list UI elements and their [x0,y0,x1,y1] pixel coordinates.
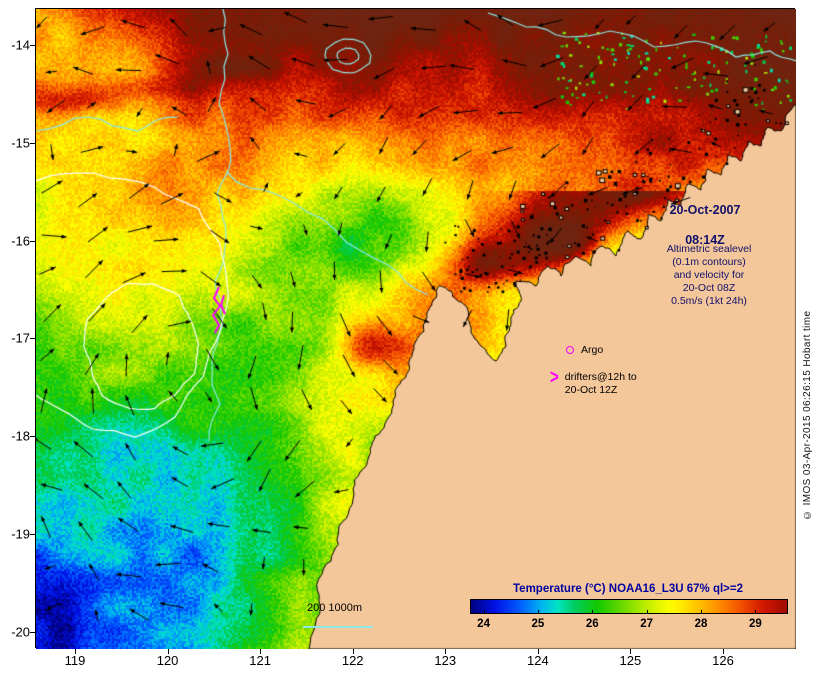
y-tick-mark [30,436,35,438]
colorbar-tick-mark [537,610,539,614]
colorbar-tick-mark [483,610,485,614]
x-tick-label: 121 [249,653,271,668]
isobath-legend-line-icon [303,626,373,628]
x-tick-label: 123 [434,653,457,668]
y-tick-label: -14 [11,37,30,53]
y-tick-mark [30,240,35,242]
colorbar-tick-mark [646,610,648,614]
drifter-marker-icon: > [550,366,559,389]
y-tick-mark [30,45,35,46]
x-tick-label: 122 [341,653,364,668]
argo-label: Argo [581,344,604,356]
x-tick-label: 126 [712,653,734,668]
x-tick-mark [260,649,262,654]
x-tick-label: 120 [156,653,179,668]
drifter-annotation: > drifters@12h to 20-Oct 12Z [550,366,637,397]
x-tick-mark [630,649,632,654]
colorbar-tick-label: 24 [477,618,490,630]
y-tick-label: -18 [11,428,30,444]
argo-float-icon [566,346,574,354]
altimetric-note: Altimetric sealevel (0.1m contours) and … [666,243,752,307]
drifter-label: drifters@12h to 20-Oct 12Z [564,371,637,396]
y-tick-label: -16 [11,233,30,249]
colorbar-gradient [470,599,788,614]
isobath-legend-label: 200 1000m [307,602,363,614]
colorbar-tick-mark [592,610,594,614]
colorbar-tick-label: 27 [640,618,654,630]
colorbar-tick-label: 25 [531,618,545,630]
timestamp-annotation: 20-Oct-2007 08:14Z [652,188,758,263]
y-tick-mark [30,142,35,144]
x-tick-mark [167,649,169,654]
timestamp-time: 08:14Z [685,233,725,247]
copyright-notice: © IMOS 03-Apr-2015 06:26:15 Hobart time [802,310,813,520]
colorbar-tick-mark [701,610,703,614]
timestamp-date: 20-Oct-2007 [669,203,741,217]
colorbar-tick-label: 26 [585,618,599,630]
y-tick-label: -15 [11,135,30,151]
x-tick-label: 125 [619,653,642,668]
y-tick-mark [30,338,35,340]
colorbar-title: Temperature (°C) NOAA16_L3U 67% ql>=2 [513,583,743,595]
colorbar-tick-label: 29 [748,618,762,630]
sst-map-canvas [36,9,796,649]
map-plot-area [35,8,796,649]
x-tick-label: 119 [64,653,86,668]
x-tick-mark [445,649,447,654]
colorbar-tick-label: 28 [694,618,708,630]
x-tick-mark [352,649,354,654]
x-tick-label: 124 [526,653,549,668]
y-tick-label: -20 [11,624,30,640]
colorbar-tick-mark [755,610,757,614]
x-tick-mark [75,649,76,654]
y-tick-label: -17 [11,330,30,346]
argo-annotation: Argo [566,343,603,357]
x-tick-mark [537,649,539,654]
y-tick-mark [30,534,35,536]
x-tick-mark [722,649,724,654]
y-tick-label: -19 [11,526,30,542]
y-tick-mark [30,631,35,633]
